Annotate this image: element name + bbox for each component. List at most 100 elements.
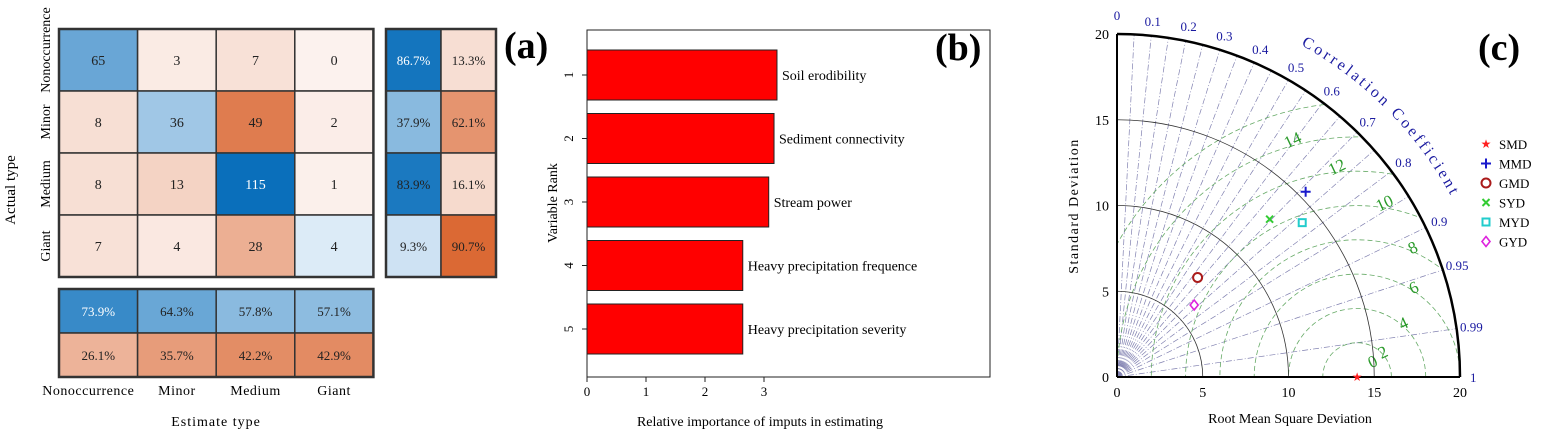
row-summary-frame [384,27,498,279]
col-summary-value: 42.9% [317,348,351,363]
matrix-cell-value: 49 [249,116,263,131]
row-summary-cell [440,90,497,154]
data-point-myd-marker [1297,218,1307,228]
y-tick-label: 3 [561,199,576,206]
correlation-ray [1116,79,1289,378]
outer-arc [1116,32,1462,378]
x-tick-label: Giant [317,384,351,399]
bar [586,240,744,291]
rmsd-contours [1117,102,1460,377]
matrix-cell [136,152,217,216]
bar-label: Heavy precipitation severity [748,323,907,338]
rmsd-label: 14 [1281,128,1305,153]
x-axis-label: Estimate type [171,415,261,430]
legend-myd-marker [1481,217,1491,227]
matrix-cell-value: 2 [331,116,338,131]
bar [586,49,778,101]
y-tick-label: 15 [1095,114,1109,129]
data-point-smd-marker: ★ [1352,370,1363,384]
correlation-ray [1116,269,1443,378]
bar-label: Soil erodibility [782,69,866,84]
legend-label: SMD [1499,137,1527,152]
legend-syd-marker [1481,198,1491,207]
correlation-tick-label: 0.5 [1288,60,1304,75]
legend-gmd-marker [1480,177,1492,189]
y-tick-label: 5 [1102,285,1109,300]
x-tick-label: 1 [643,384,650,399]
correlation-ray [1116,328,1457,378]
y-tick-label: 20 [1095,28,1109,43]
correlation-arc-label-path: Correlation Coefficient [1299,34,1460,200]
y-tick-label: Minor [39,104,54,139]
sd-arc [1116,119,1375,378]
legend-label: MMD [1499,157,1532,172]
x-tick-label: Minor [158,384,196,399]
correlation-ray [1116,49,1221,378]
rmsd-contour [1288,308,1427,377]
row-summary-value: 90.7% [452,239,486,254]
legend-label: SYD [1499,196,1525,211]
matrix-cell-value: 0 [331,54,338,69]
x-tick-label: 20 [1453,386,1467,401]
matrix-cell-value: 1 [331,178,338,193]
correlation-ray [1116,170,1392,378]
matrix-cell [136,90,217,154]
confusion-matrix-panel: Actual type Estimate type 65 3 7 08 36 49 28 13… [3,7,498,430]
x-axis-label: Relative importance of imputs in estimat… [637,415,883,430]
bar-label: Stream power [774,196,852,211]
correlation-ray [1116,90,1306,378]
rmsd-contour [1253,273,1460,377]
panel-label-a: (a) [504,25,548,67]
legend-gyd-marker [1480,235,1492,248]
bar [586,113,775,164]
row-summary-value: 86.7% [397,53,431,68]
rmsd-contour [1322,342,1392,377]
y-tick-label: 10 [1095,200,1109,215]
y-tick-label: 4 [561,262,576,269]
rmsd-label: 8 [1405,237,1421,258]
rmsd-contour [1185,205,1460,377]
y-tick-label: Giant [39,230,54,261]
matrix-cell [136,214,217,278]
correlation-tick-label: 0.2 [1180,19,1196,34]
col-summary-value: 57.8% [239,304,273,319]
data-point-syd-marker [1265,215,1274,224]
col-summary-value: 57.1% [317,304,351,319]
x-tick-label: Medium [230,384,280,399]
row-summary-value: 9.3% [400,239,427,254]
sd-arc [1116,205,1289,378]
rmsd-label: 4 [1395,313,1411,334]
y-tick-label: Medium [39,160,54,208]
matrix-cell [294,152,375,216]
y-tick-label: Nonoccurrence [39,7,54,93]
y-tick-label: 1 [561,72,576,79]
y-tick-label: 5 [561,326,576,333]
matrix-cell-value: 8 [95,178,102,193]
bar [586,176,770,228]
correlation-tick-label: 0.99 [1460,319,1483,334]
panel-label-c: (c) [1478,27,1520,69]
legend-label: MYD [1499,215,1529,230]
y-axis-label: Standard Deviation [1067,138,1082,273]
col-summary-cell [58,332,139,378]
col-summary-value: 73.9% [82,304,116,319]
x-tick-label: 5 [1199,386,1206,401]
col-summary-frame [57,287,375,379]
correlation-tick-label: 0.7 [1359,114,1376,129]
data-point-gyd-marker [1189,298,1200,312]
legend-mmd-marker [1481,158,1491,169]
row-summary-cell [440,152,497,216]
legend-smd-marker: ★ [1481,137,1492,151]
correlation-ray [1116,44,1204,378]
sd-arc [1116,290,1204,378]
matrix-cell-value: 7 [252,54,259,69]
matrix-cell-value: 13 [170,178,184,193]
correlation-tick-label: 0.3 [1216,28,1232,43]
matrix-cell-value: 8 [95,116,102,131]
correlation-tick-label: 0 [1114,8,1121,23]
correlation-ray [1116,62,1255,378]
x-tick-label: 3 [761,384,768,399]
rmsd-label: 12 [1325,155,1348,179]
rmsd-contour [1150,170,1460,377]
